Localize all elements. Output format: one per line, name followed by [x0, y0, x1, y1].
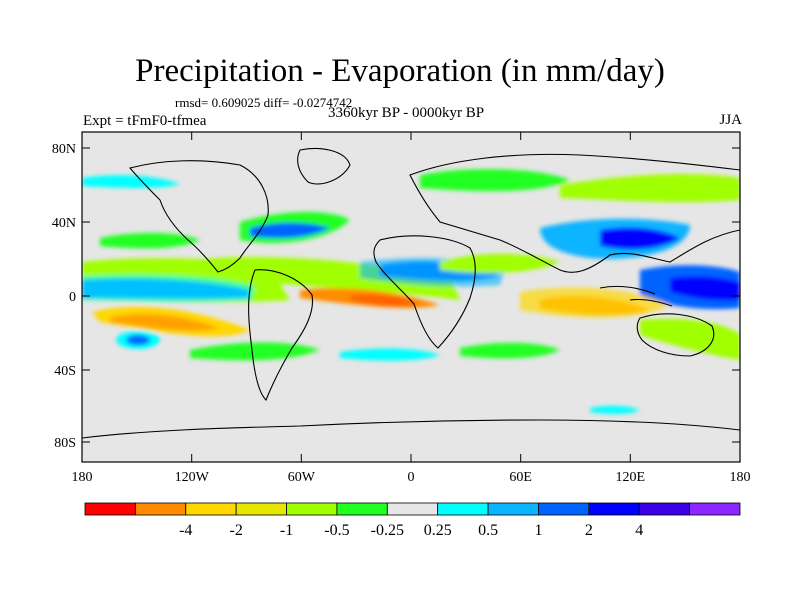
colorbar-label: -0.5 — [324, 522, 349, 539]
field-darkblue-wpac — [670, 276, 740, 301]
latitude-axis: 80N 40N 0 40S 80S — [52, 142, 740, 451]
field-cyan-south2 — [590, 405, 640, 415]
lon-tick-label: 120E — [616, 470, 646, 485]
field-yellow-io — [520, 287, 670, 318]
field-blue-natl — [250, 222, 330, 238]
coast-antarctica — [82, 419, 740, 439]
colorbar-swatch — [689, 502, 741, 516]
colorbar-swatch — [336, 502, 388, 516]
coast-indonesia — [599, 285, 673, 307]
coast-south-america — [248, 269, 314, 401]
colorbar-label: 4 — [635, 522, 643, 539]
field-cyan-pacific — [82, 274, 255, 302]
lat-tick-label: 40S — [54, 364, 76, 379]
lon-tick-label: 60E — [509, 470, 532, 485]
colorbar-label: -4 — [179, 522, 192, 539]
plot-title: Precipitation - Evaporation (in mm/day) — [135, 53, 665, 89]
colorbar-label: 0.5 — [478, 522, 498, 539]
lon-tick-label: 60W — [288, 470, 316, 485]
field-blue-spac — [126, 335, 150, 345]
colorbar-swatch — [286, 502, 338, 516]
anomaly-field — [82, 168, 740, 415]
field-green-africa — [440, 253, 560, 274]
field-green-npac — [100, 232, 200, 249]
colorbar-label: -1 — [280, 522, 293, 539]
field-green-eu — [420, 168, 570, 192]
field-darkblue-asia — [600, 227, 680, 250]
season-label: JJA — [719, 112, 742, 128]
lat-tick-label: 80S — [54, 436, 76, 451]
colorbar-label: 2 — [585, 522, 593, 539]
colorbar-swatch — [437, 502, 489, 516]
colorbar-swatch — [588, 502, 640, 516]
colorbar-swatch — [84, 502, 136, 516]
colorbar-swatch — [185, 502, 237, 516]
coast-eurasia — [409, 153, 740, 273]
colorbar: -4 -2 -1 -0.5 -0.25 0.25 0.5 1 2 4 — [84, 502, 741, 539]
experiment-label: Expt = tFmF0-tfmea — [83, 113, 207, 129]
field-green-sio — [460, 342, 560, 359]
coast-greenland — [297, 147, 351, 185]
field-green-swpac — [640, 318, 740, 360]
colorbar-swatch — [638, 502, 691, 516]
lat-tick-label: 0 — [69, 290, 76, 305]
longitude-axis: 180 120W 60W 0 60E 120E 180 — [72, 132, 751, 485]
field-cyan-south — [340, 348, 440, 361]
lon-tick-label: 0 — [408, 470, 415, 485]
colorbar-swatch — [538, 502, 590, 516]
lon-tick-label: 120W — [175, 470, 210, 485]
colorbar-label: 0.25 — [424, 522, 452, 539]
coast-africa — [373, 235, 476, 349]
lon-tick-label: 180 — [72, 470, 93, 485]
colorbar-swatch — [134, 502, 187, 516]
stats-line: rmsd= 0.609025 diff= -0.0274742 — [175, 95, 353, 110]
coast-north-america — [129, 160, 269, 273]
colorbar-label: 1 — [534, 522, 542, 539]
colorbar-label: -0.25 — [371, 522, 404, 539]
lat-tick-label: 80N — [52, 142, 76, 157]
coast-australia — [636, 313, 715, 357]
colorbar-swatch — [386, 502, 439, 516]
lon-tick-label: 180 — [730, 470, 751, 485]
colorbar-swatch — [487, 502, 539, 516]
colorbar-label: -2 — [229, 522, 242, 539]
period-label: 3360kyr BP - 0000kyr BP — [327, 105, 485, 121]
field-green-asia — [560, 174, 740, 203]
field-red-atl — [350, 294, 420, 306]
lat-tick-label: 40N — [52, 216, 76, 231]
colorbar-swatch — [235, 502, 287, 516]
field-yellow-spac — [110, 313, 220, 331]
coastlines — [82, 147, 740, 439]
field-cyan-npac — [82, 175, 180, 188]
